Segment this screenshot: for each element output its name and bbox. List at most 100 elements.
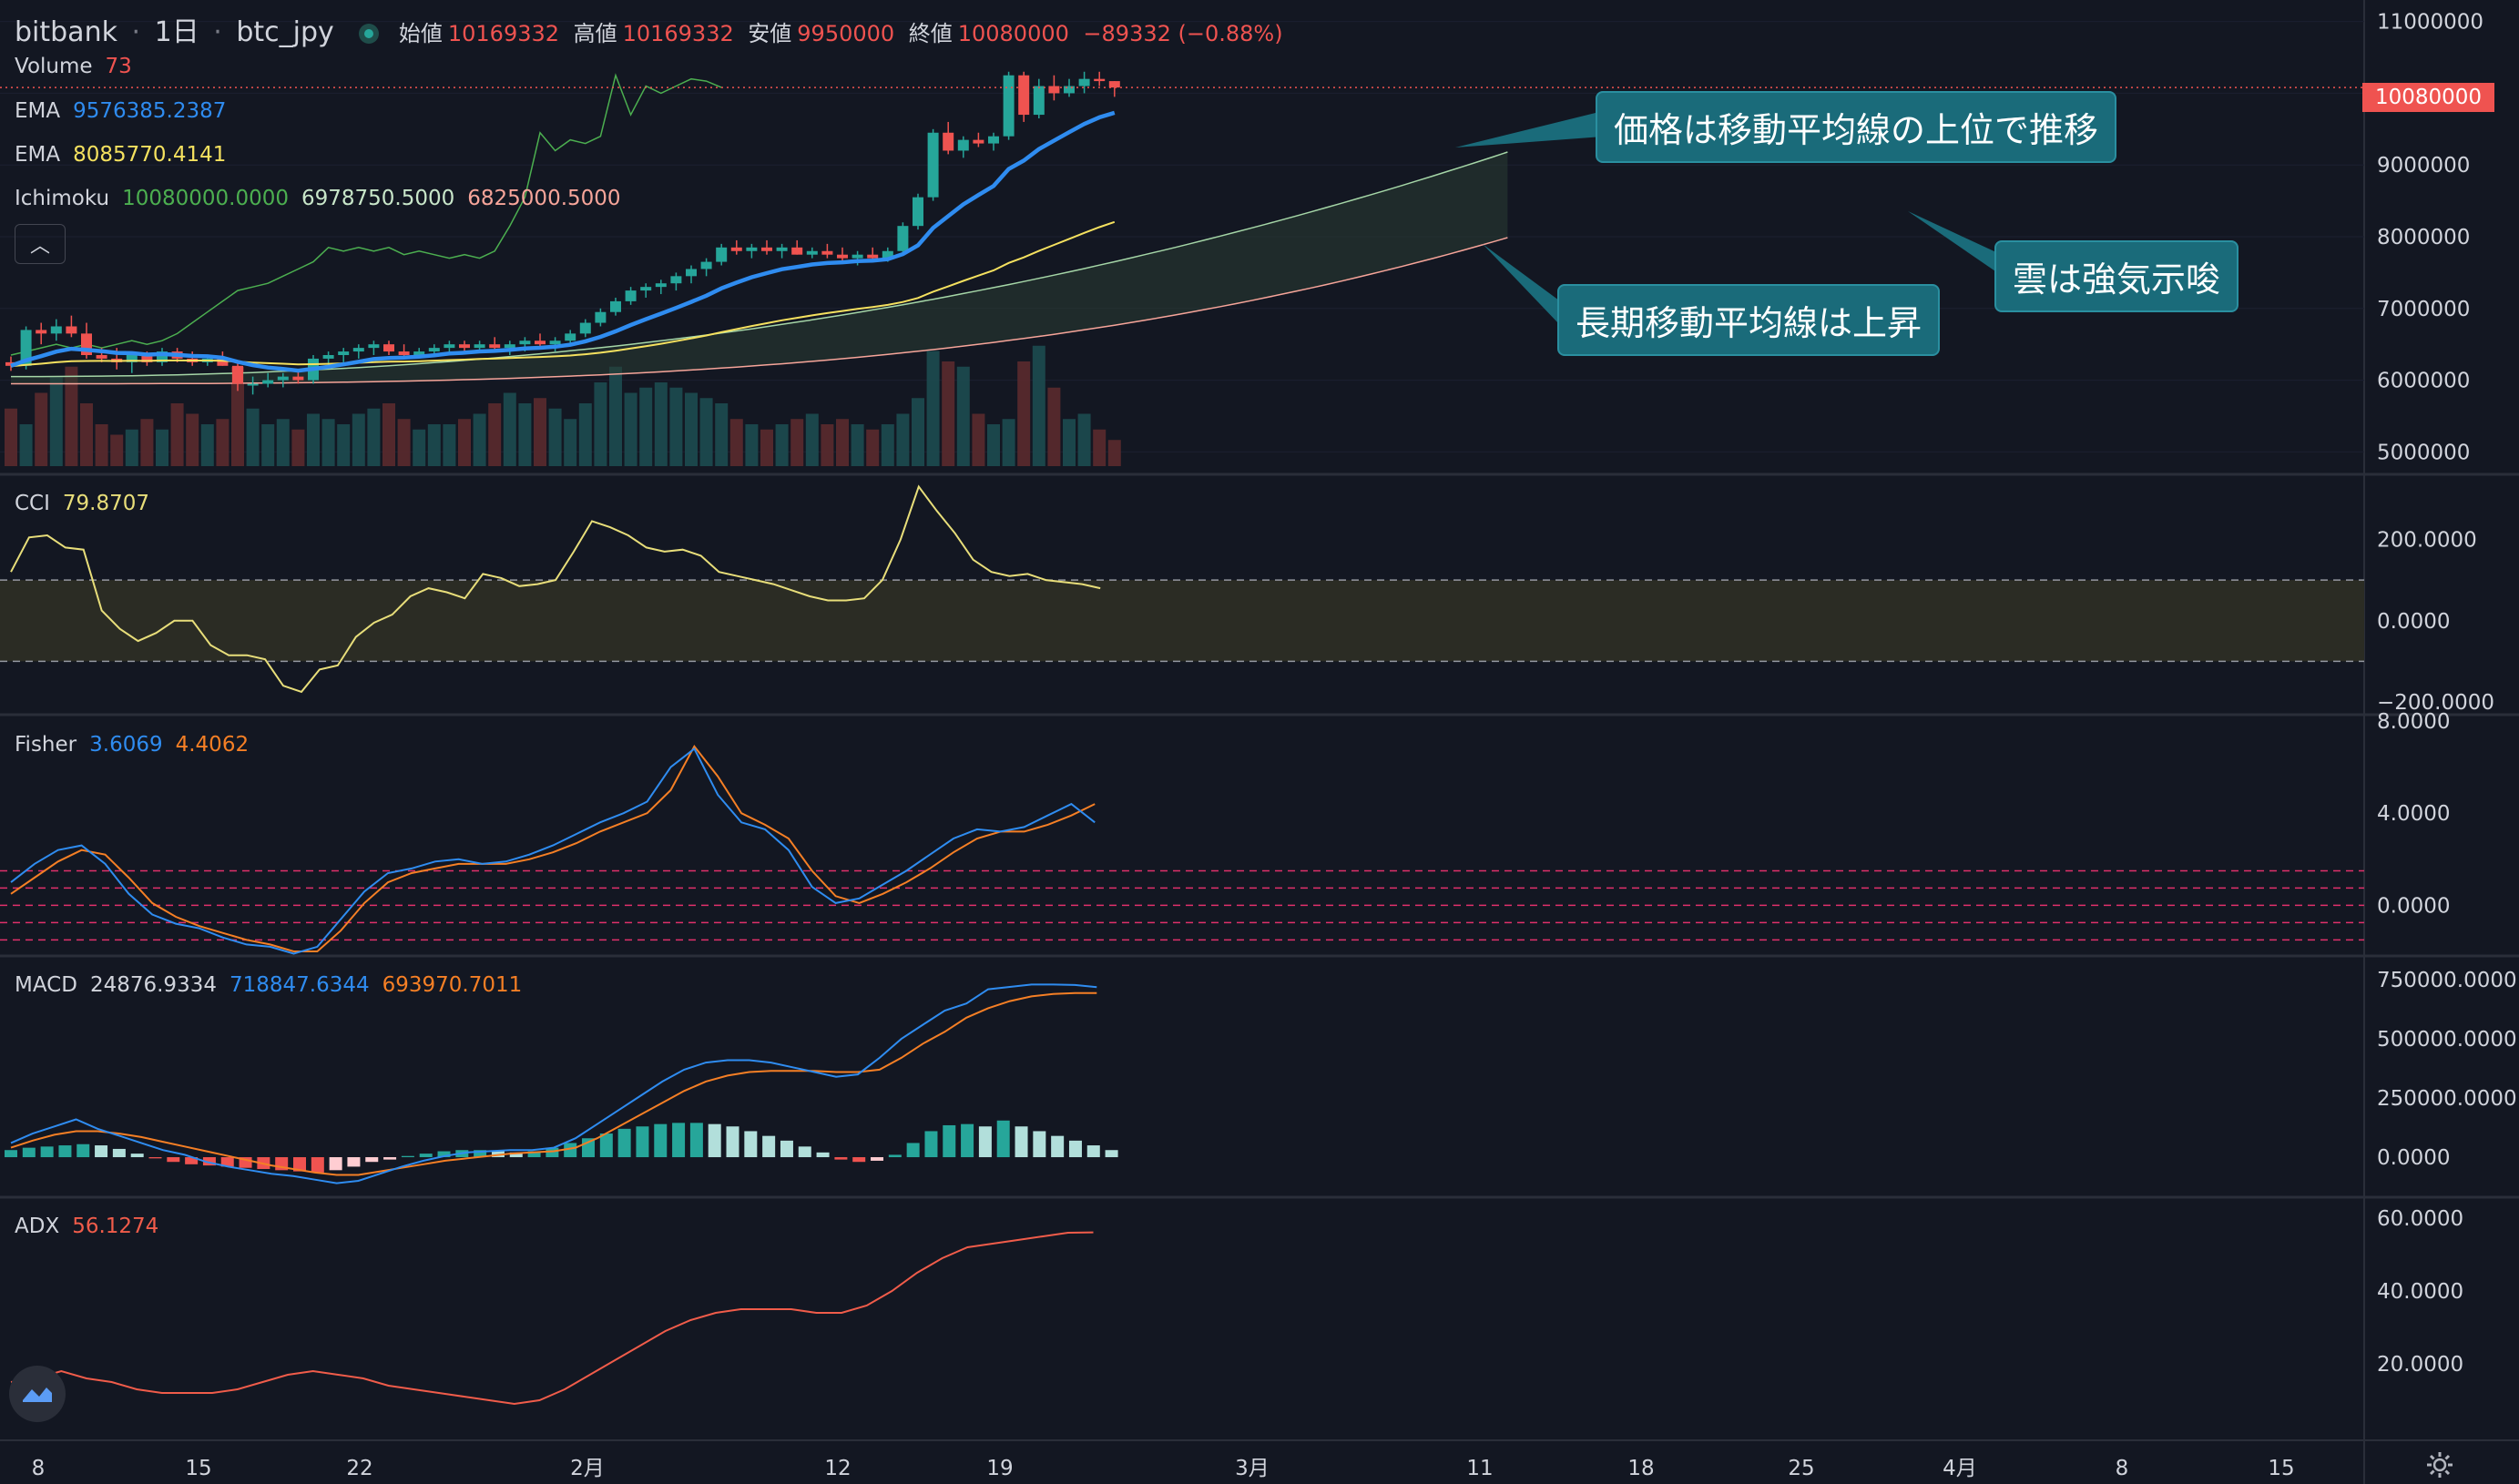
macd-histogram-bar [672, 1123, 686, 1158]
macd-histogram-bar [5, 1150, 17, 1158]
volume-bar [1077, 413, 1091, 466]
candle-up [50, 326, 62, 334]
annotation-cloud-bullish[interactable]: 雲は強気示唆 [1994, 240, 2239, 312]
annotation-long-ma-rising[interactable]: 長期移動平均線は上昇 [1557, 284, 1941, 356]
time-tick-label: 18 [1627, 1457, 1654, 1480]
volume-bar [307, 413, 320, 466]
low-value: 9950000 [797, 21, 895, 46]
ema-slow-line [10, 220, 1116, 368]
candle-up [670, 276, 682, 284]
price-tick-label: 11000000 [2377, 11, 2483, 35]
candle-up [565, 333, 576, 341]
adx-tick-label: 20.0000 [2377, 1353, 2463, 1377]
candle-down [867, 254, 879, 259]
macd-histogram-bar [329, 1157, 342, 1171]
symbol-name[interactable]: btc_jpy [236, 16, 334, 48]
ema-fast-label: EMA [15, 99, 61, 123]
fisher-trigger-line [10, 744, 1096, 952]
volume-value: 73 [105, 55, 132, 78]
settings-gear-icon[interactable] [2424, 1449, 2455, 1480]
macd-histogram-bar [726, 1126, 739, 1158]
volume-bar [1017, 361, 1031, 466]
volume-bar [669, 387, 683, 466]
candle-down [943, 132, 954, 151]
cloud-logo-icon [23, 1387, 52, 1402]
candle-down [141, 355, 153, 362]
adx-tick-label: 40.0000 [2377, 1280, 2463, 1304]
candle-up [157, 351, 168, 362]
macd-histogram-bar [419, 1154, 433, 1158]
volume-bar [699, 398, 713, 466]
low-label: 安値 [748, 21, 792, 46]
cci-tick-label: −200.0000 [2377, 691, 2494, 715]
time-tick-label: 15 [2268, 1457, 2294, 1480]
ema-slow-legend[interactable]: EMA 8085770.4141 [15, 143, 239, 167]
candle-down [761, 247, 772, 251]
ichimoku-span-b [11, 237, 1508, 385]
volume-bar [534, 398, 546, 466]
time-tick-label: 8 [2116, 1457, 2129, 1480]
fisher-legend[interactable]: Fisher 3.6069 4.4062 [15, 733, 261, 757]
callout-pointer [1455, 111, 1603, 147]
volume-bar [413, 429, 426, 466]
macd-histogram-bar [834, 1157, 848, 1160]
macd-histogram-bar [293, 1157, 307, 1172]
time-tick-label: 8 [32, 1457, 46, 1480]
ichimoku-legend[interactable]: Ichimoku 10080000.0000 6978750.5000 6825000… [15, 187, 634, 210]
volume-bar [65, 366, 78, 466]
macd-histogram-bar [943, 1124, 956, 1158]
candle-up [474, 344, 485, 349]
candle-up [776, 247, 788, 251]
collapse-legend-button[interactable]: ︿ [15, 224, 66, 264]
volume-bar [639, 387, 653, 466]
macd-histogram-bar [1105, 1150, 1118, 1158]
ichimoku-value-2: 6978750.5000 [301, 187, 455, 210]
volume-bar [261, 424, 275, 466]
volume-bar [125, 429, 138, 466]
candle-up [579, 322, 591, 334]
volume-bar [458, 419, 471, 466]
candle-down [821, 250, 833, 255]
cci-legend[interactable]: CCI 79.8707 [15, 492, 162, 515]
volume-bar [956, 366, 970, 466]
candle-down [66, 326, 77, 334]
ema-fast-legend[interactable]: EMA 9576385.2387 [15, 99, 239, 123]
macd-histogram-bar [239, 1157, 252, 1168]
candle-up [716, 247, 728, 262]
candle-up [444, 344, 455, 349]
tradingview-logo[interactable] [9, 1366, 66, 1422]
macd-legend[interactable]: MACD 24876.9334 718847.6344 693970.7011 [15, 973, 535, 997]
macd-histogram-bar [762, 1135, 776, 1158]
annotation-price-above-ma[interactable]: 価格は移動平均線の上位で推移 [1596, 91, 2117, 163]
candle-up [277, 376, 289, 381]
exchange-name[interactable]: bitbank [15, 16, 117, 48]
macd-histogram-bar [654, 1123, 668, 1158]
volume-bar [548, 408, 562, 466]
macd-histogram-bar [888, 1154, 902, 1158]
symbol-header: bitbank · 1日 · btc_jpy 始値 10169332 高値 1016… [15, 16, 1283, 48]
volume-bar [821, 424, 834, 466]
cci-value: 79.8707 [62, 492, 150, 515]
volume-bar [805, 413, 819, 466]
volume-bar [624, 392, 637, 466]
macd-histogram-bar [689, 1123, 703, 1158]
volume-legend[interactable]: Volume 73 [15, 55, 145, 78]
volume-bar [5, 408, 17, 466]
macd-histogram-bar [527, 1151, 541, 1158]
adx-legend[interactable]: ADX 56.1274 [15, 1215, 171, 1238]
candle-up [897, 226, 909, 251]
macd-histogram-bar [1051, 1135, 1065, 1158]
volume-bar [564, 419, 577, 466]
volume-bar [685, 392, 698, 466]
time-tick-label: 11 [1466, 1457, 1493, 1480]
candle-down [489, 344, 501, 349]
volume-bar [851, 424, 864, 466]
interval-label[interactable]: 1日 [154, 16, 199, 48]
macd-histogram-bar [816, 1152, 830, 1158]
volume-bar [216, 419, 229, 466]
macd-histogram-bar [599, 1133, 613, 1158]
macd-histogram-bar [58, 1145, 72, 1158]
candle-down [383, 344, 394, 352]
candle-down [1048, 86, 1060, 94]
